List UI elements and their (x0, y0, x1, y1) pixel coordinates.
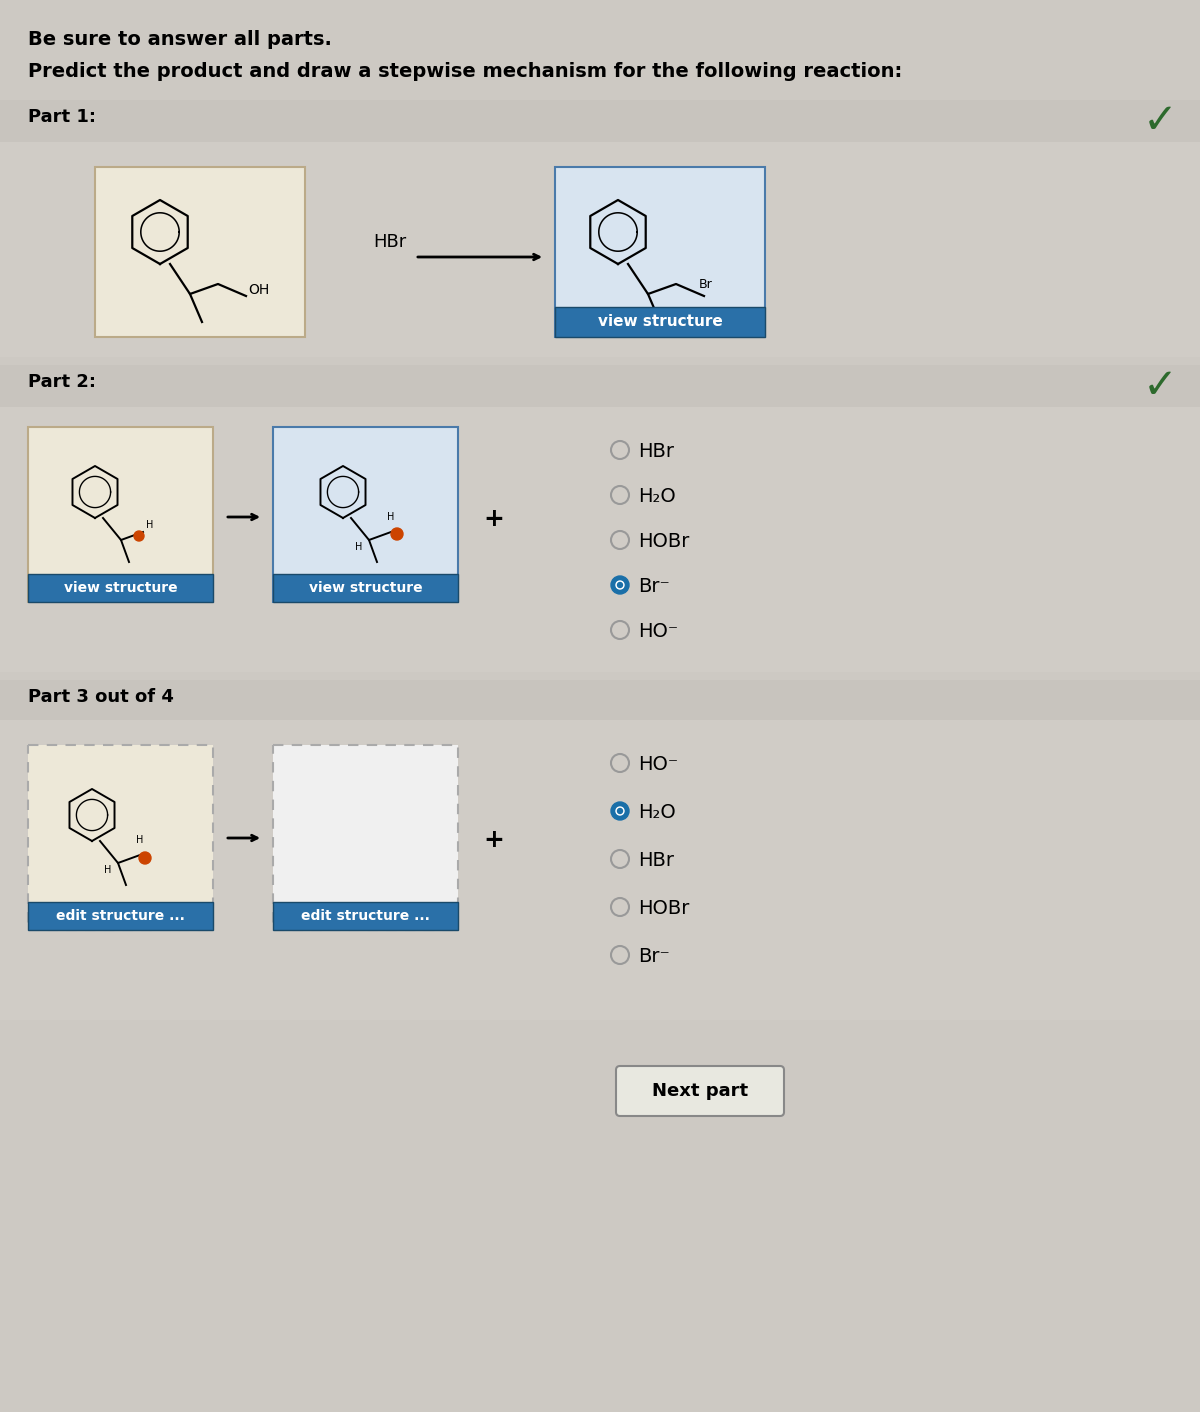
Bar (554, 167, 766, 337)
Text: Br⁻: Br⁻ (638, 578, 670, 596)
Text: HOBr: HOBr (638, 532, 689, 551)
Bar (28, 426, 214, 602)
Text: OH: OH (248, 282, 269, 297)
Text: view structure: view structure (308, 580, 422, 594)
FancyBboxPatch shape (0, 143, 1200, 357)
Text: HO⁻: HO⁻ (638, 623, 678, 641)
Text: Be sure to answer all parts.: Be sure to answer all parts. (28, 30, 332, 49)
Text: H: H (146, 520, 154, 530)
Circle shape (611, 802, 629, 820)
FancyBboxPatch shape (0, 1019, 1200, 1412)
Circle shape (611, 576, 629, 594)
Bar (95, 167, 305, 337)
Text: HBr: HBr (638, 851, 674, 870)
Text: HBr: HBr (373, 233, 407, 251)
Text: HOBr: HOBr (638, 899, 689, 918)
FancyBboxPatch shape (0, 407, 1200, 672)
FancyBboxPatch shape (274, 902, 458, 931)
Text: edit structure ...: edit structure ... (56, 909, 185, 923)
FancyBboxPatch shape (28, 575, 214, 602)
Text: H: H (136, 834, 143, 844)
Text: H: H (104, 866, 112, 875)
FancyBboxPatch shape (616, 1066, 784, 1115)
FancyBboxPatch shape (274, 575, 458, 602)
Text: Br⁻: Br⁻ (638, 947, 670, 966)
Circle shape (391, 528, 403, 539)
Bar (28, 746, 214, 931)
Text: Part 2:: Part 2: (28, 373, 96, 391)
Circle shape (139, 851, 151, 864)
Text: H: H (386, 513, 395, 522)
FancyBboxPatch shape (0, 100, 1200, 143)
Text: ✓: ✓ (1142, 100, 1177, 143)
Bar (274, 426, 458, 602)
Circle shape (618, 809, 623, 813)
FancyBboxPatch shape (0, 681, 1200, 720)
Text: Next part: Next part (652, 1082, 748, 1100)
Text: HBr: HBr (638, 442, 674, 460)
Text: edit structure ...: edit structure ... (301, 909, 430, 923)
Text: +: + (482, 827, 504, 851)
Text: view structure: view structure (598, 315, 722, 329)
Text: Br: Br (698, 278, 713, 291)
Circle shape (616, 580, 624, 589)
Text: H₂O: H₂O (638, 487, 676, 505)
FancyBboxPatch shape (0, 720, 1200, 1019)
Text: H: H (355, 542, 362, 552)
Circle shape (134, 531, 144, 541)
Text: ✓: ✓ (1142, 364, 1177, 407)
Text: view structure: view structure (64, 580, 178, 594)
Bar (274, 746, 458, 931)
Text: Predict the product and draw a stepwise mechanism for the following reaction:: Predict the product and draw a stepwise … (28, 62, 902, 80)
Text: Part 1:: Part 1: (28, 107, 96, 126)
FancyBboxPatch shape (0, 364, 1200, 407)
Text: HO⁻: HO⁻ (638, 755, 678, 774)
Circle shape (618, 583, 623, 587)
Text: Part 3 out of 4: Part 3 out of 4 (28, 688, 174, 706)
Circle shape (616, 808, 624, 815)
FancyBboxPatch shape (28, 902, 214, 931)
Text: +: + (482, 507, 504, 531)
FancyBboxPatch shape (554, 306, 766, 337)
Text: H₂O: H₂O (638, 803, 676, 822)
